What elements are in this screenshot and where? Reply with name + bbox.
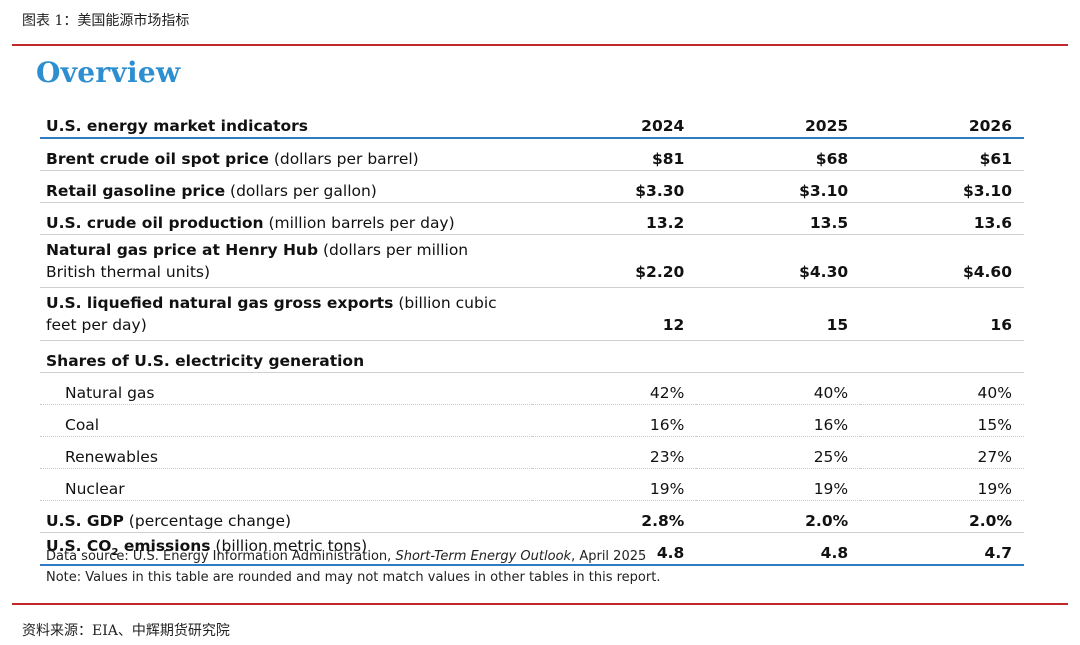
- section-title: Shares of U.S. electricity generation: [40, 340, 1024, 373]
- row-value: 42%: [532, 372, 697, 405]
- source-footer: 资料来源：EIA、中辉期货研究院: [22, 623, 230, 639]
- row-value: 19%: [532, 468, 697, 501]
- row-label-unit: (dollars per million British thermal uni…: [46, 241, 469, 281]
- row-value: $3.10: [696, 170, 861, 203]
- table-row: Natural gas 42% 40% 40%: [40, 372, 1024, 405]
- indicators-table: U.S. energy market indicators 2024 2025 …: [40, 108, 1024, 566]
- table-row: Coal 16% 16% 15%: [40, 404, 1024, 437]
- row-label-name: U.S. CO2 emissions: [46, 536, 211, 558]
- row-value: 13.6: [860, 202, 1024, 235]
- row-value: 40%: [696, 372, 861, 405]
- row-value: $4.60: [860, 234, 1024, 288]
- figure-caption: 图表 1：美国能源市场指标: [22, 13, 190, 29]
- sub-row-label: Renewables: [40, 436, 533, 469]
- row-label-name: Retail gasoline price: [46, 182, 226, 200]
- table-header-row: U.S. energy market indicators 2024 2025 …: [40, 108, 1024, 138]
- row-label: U.S. GDP (percentage change): [40, 500, 533, 533]
- table-row: U.S. CO2 emissions (billion metric tons)…: [40, 532, 1024, 566]
- row-value: $3.30: [532, 170, 697, 203]
- row-value: 16: [860, 287, 1024, 341]
- row-value: 2.0%: [860, 500, 1024, 533]
- bottom-divider: [12, 603, 1068, 605]
- table-row: Renewables 23% 25% 27%: [40, 436, 1024, 469]
- row-value: 23%: [532, 436, 697, 469]
- row-value: 13.2: [532, 202, 697, 235]
- table-row: U.S. GDP (percentage change) 2.8% 2.0% 2…: [40, 500, 1024, 533]
- row-value: $68: [696, 138, 861, 171]
- row-value: 4.7: [860, 532, 1024, 566]
- row-value: 12: [532, 287, 697, 341]
- sub-row-label: Nuclear: [40, 468, 533, 501]
- row-value: 16%: [532, 404, 697, 437]
- row-label-unit: (dollars per gallon): [225, 182, 377, 200]
- row-value: 19%: [696, 468, 861, 501]
- overview-heading: Overview: [36, 56, 181, 89]
- table-row: Brent crude oil spot price (dollars per …: [40, 138, 1024, 171]
- row-value: 4.8: [532, 532, 697, 566]
- note-line: Note: Values in this table are rounded a…: [46, 570, 661, 585]
- header-label: U.S. energy market indicators: [46, 117, 309, 135]
- row-value: 15: [696, 287, 861, 341]
- row-label-name: U.S. liquefied natural gas gross exports: [46, 294, 394, 312]
- table-row: Retail gasoline price (dollars per gallo…: [40, 170, 1024, 203]
- table-row: U.S. crude oil production (million barre…: [40, 202, 1024, 235]
- row-label: Brent crude oil spot price (dollars per …: [40, 138, 533, 171]
- row-value: 4.8: [696, 532, 861, 566]
- row-value: 13.5: [696, 202, 861, 235]
- row-label-name: Natural gas price at Henry Hub: [46, 241, 319, 259]
- row-label-name: U.S. crude oil production: [46, 214, 264, 232]
- section-title-text: Shares of U.S. electricity generation: [46, 352, 365, 370]
- co2-suffix: emissions: [118, 536, 211, 555]
- row-label: U.S. liquefied natural gas gross exports…: [40, 287, 533, 341]
- row-value: 27%: [860, 436, 1024, 469]
- row-label-unit: (million barrels per day): [263, 214, 455, 232]
- row-value: $4.30: [696, 234, 861, 288]
- co2-subscript: 2: [111, 547, 119, 558]
- row-label-unit: (billion cubic feet per day): [46, 294, 497, 334]
- row-label: U.S. CO2 emissions (billion metric tons): [40, 532, 533, 566]
- source-prefix: Data source: U.S. Energy Information Adm…: [46, 549, 396, 564]
- source-suffix: , April 2025: [571, 549, 647, 564]
- table-row: Natural gas price at Henry Hub (dollars …: [40, 234, 1024, 288]
- row-value: 40%: [860, 372, 1024, 405]
- data-source-line: Data source: U.S. Energy Information Adm…: [46, 546, 660, 567]
- row-label-unit: (dollars per barrel): [268, 150, 419, 168]
- row-value: $3.10: [860, 170, 1024, 203]
- row-label-name: U.S. GDP: [46, 512, 124, 530]
- header-year-2024: 2024: [641, 117, 685, 135]
- row-value: $61: [860, 138, 1024, 171]
- row-value: $81: [532, 138, 697, 171]
- row-value: 2.0%: [696, 500, 861, 533]
- row-label-unit: (billion metric tons): [210, 536, 368, 555]
- section-title-row: Shares of U.S. electricity generation: [40, 340, 1024, 373]
- header-year-2025: 2025: [805, 117, 849, 135]
- row-label: Retail gasoline price (dollars per gallo…: [40, 170, 533, 203]
- header-year-2026: 2026: [968, 117, 1012, 135]
- table-notes: Data source: U.S. Energy Information Adm…: [46, 546, 660, 588]
- row-value: 16%: [696, 404, 861, 437]
- row-value: 15%: [860, 404, 1024, 437]
- row-label-name: Brent crude oil spot price: [46, 150, 269, 168]
- row-value: 19%: [860, 468, 1024, 501]
- row-value: $2.20: [532, 234, 697, 288]
- co2-prefix: U.S. CO: [46, 536, 112, 555]
- sub-row-label: Coal: [40, 404, 533, 437]
- row-label-unit: (percentage change): [123, 512, 292, 530]
- source-title: Short-Term Energy Outlook: [395, 549, 572, 564]
- table-row: Nuclear 19% 19% 19%: [40, 468, 1024, 501]
- row-label: Natural gas price at Henry Hub (dollars …: [40, 234, 533, 288]
- table-row: U.S. liquefied natural gas gross exports…: [40, 287, 1024, 341]
- top-divider: [12, 44, 1068, 46]
- row-label: U.S. crude oil production (million barre…: [40, 202, 533, 235]
- row-value: 2.8%: [532, 500, 697, 533]
- row-value: 25%: [696, 436, 861, 469]
- sub-row-label: Natural gas: [40, 372, 533, 405]
